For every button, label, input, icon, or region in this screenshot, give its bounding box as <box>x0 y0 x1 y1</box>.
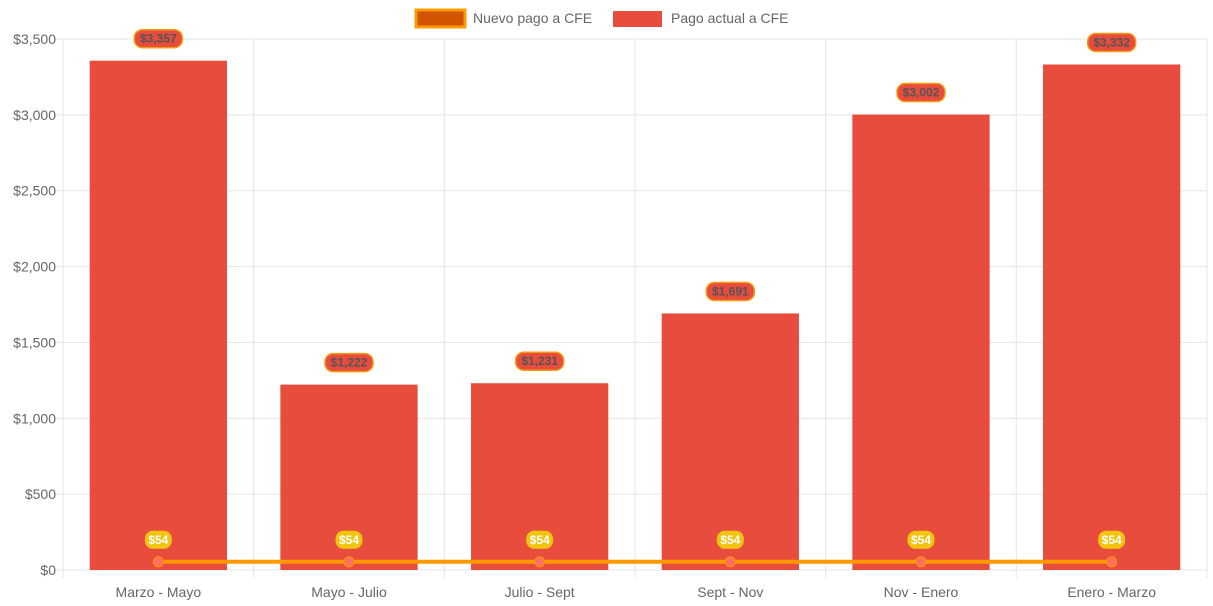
bar-data-label: $3,357 <box>140 32 177 46</box>
line-data-label: $54 <box>530 533 550 547</box>
bar-data-label-bg <box>514 351 565 371</box>
y-tick-label: $0 <box>40 562 56 578</box>
line-data-label-bg <box>144 530 172 549</box>
y-tick-label: $3,000 <box>13 107 56 123</box>
line-point <box>1106 556 1118 568</box>
line-data-label: $54 <box>720 533 740 547</box>
bar-data-label: $3,002 <box>903 86 940 100</box>
line-data-label-bg <box>907 530 935 549</box>
bar <box>1043 64 1181 570</box>
bar-data-label-bg <box>133 28 184 49</box>
line-point <box>534 556 546 568</box>
line-data-label: $54 <box>911 533 931 547</box>
y-tick-label: $3,500 <box>13 31 56 47</box>
line-point <box>343 556 355 568</box>
y-tick-label: $2,500 <box>13 183 56 199</box>
line-data-label: $54 <box>148 533 168 547</box>
bar-data-label-bg <box>324 352 374 373</box>
line-data-label-bg <box>335 530 363 549</box>
y-tick-label: $1,000 <box>13 410 56 426</box>
x-tick-label: Enero - Marzo <box>1067 584 1156 600</box>
bar-data-label-bg <box>705 281 756 302</box>
line-data-label-bg <box>716 530 744 549</box>
line-point <box>915 556 927 568</box>
line-data-label: $54 <box>1102 533 1122 547</box>
line-data-label-bg <box>1098 530 1126 549</box>
bar-data-label-bg <box>896 82 946 103</box>
bar <box>852 114 990 570</box>
x-tick-label: Nov - Enero <box>884 584 959 600</box>
legend-swatch <box>414 8 467 29</box>
line-point <box>724 556 736 568</box>
bar-data-label: $1,231 <box>521 354 558 368</box>
bar-data-label: $1,691 <box>712 284 749 298</box>
bar-data-label-bg <box>1086 32 1137 53</box>
legend-label: Pago actual a CFE <box>671 10 789 26</box>
legend-label: Nuevo pago a CFE <box>473 10 592 26</box>
line-point <box>152 556 164 568</box>
bar-data-label: $1,222 <box>331 356 368 370</box>
bar <box>661 313 799 570</box>
line-data-label-bg <box>526 530 554 549</box>
x-tick-label: Marzo - Mayo <box>116 584 202 600</box>
y-tick-label: $2,000 <box>13 259 56 275</box>
y-tick-label: $500 <box>25 486 56 502</box>
legend-swatch <box>613 11 662 27</box>
bar-data-label: $3,332 <box>1093 35 1130 49</box>
x-tick-label: Mayo - Julio <box>311 584 387 600</box>
bar <box>89 60 227 571</box>
x-tick-label: Sept - Nov <box>697 584 763 600</box>
line-data-label: $54 <box>339 533 359 547</box>
x-tick-label: Julio - Sept <box>505 584 575 600</box>
y-tick-label: $1,500 <box>13 334 56 350</box>
